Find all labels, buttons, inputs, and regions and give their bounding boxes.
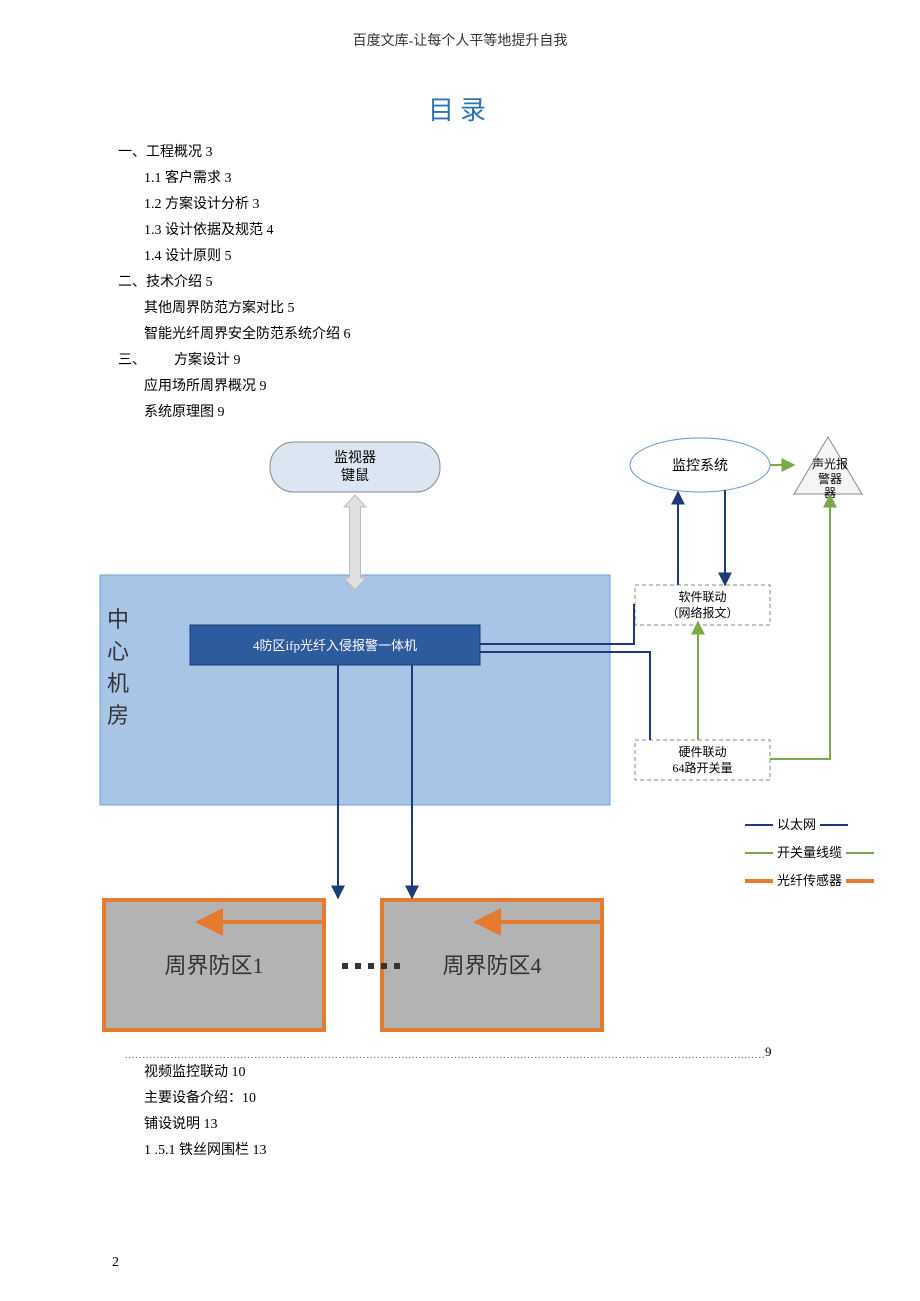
room-label: 心: [107, 639, 129, 664]
room-label: 房: [107, 703, 129, 728]
legend-label: 以太网: [777, 817, 816, 832]
toc-line: 1.2 方案设计分析 3: [144, 192, 351, 218]
toc-line: 1.4 设计原则 5: [144, 244, 351, 270]
toc-line: 三、 方案设计 9: [118, 348, 351, 374]
page-number: 2: [112, 1255, 119, 1271]
toc-line: 1.1 客户需求 3: [144, 166, 351, 192]
zone1-label: 周界防区1: [164, 953, 263, 978]
page-title: 目录: [0, 90, 920, 127]
alarm-l2: 警器: [818, 471, 842, 486]
toc-line: 智能光纤周界安全防范系统介绍 6: [144, 322, 351, 348]
edge: [770, 495, 830, 759]
alarm-l1: 声光报: [812, 456, 848, 471]
toc-line: 一、工程概况 3: [118, 140, 351, 166]
toc-line: 主要设备介绍：10: [144, 1086, 267, 1112]
legend-label: 光纤传感器: [777, 873, 842, 888]
toc-line: 铺设说明 13: [144, 1112, 267, 1138]
center-room: [100, 575, 610, 805]
ellipsis-dot: [342, 963, 348, 969]
room-label: 机: [107, 671, 129, 696]
zone4-label: 周界防区4: [442, 953, 541, 978]
ellipsis-dot: [355, 963, 361, 969]
toc-top: 一、工程概况 31.1 客户需求 31.2 方案设计分析 31.3 设计依据及规…: [118, 140, 351, 426]
system-diagram: 中心机房监视器键鼠监控系统声光报警器器4防区ifp光纤入侵报警一体机软件联动（网…: [80, 430, 880, 1040]
monitor-system-label: 监控系统: [672, 458, 728, 474]
toc-line: 1 .5.1 铁丝网围栏 13: [144, 1138, 267, 1164]
device-label: 4防区ifp光纤入侵报警一体机: [253, 638, 417, 653]
monitor-node: [270, 442, 440, 492]
hardlink-l2: 64路开关量: [672, 760, 732, 775]
ellipsis-dot: [368, 963, 374, 969]
ellipsis-dot: [394, 963, 400, 969]
legend-label: 开关量线缆: [777, 845, 842, 860]
toc-leader-page: 9: [765, 1044, 772, 1060]
toc-line: 视频监控联动 10: [144, 1060, 267, 1086]
toc-bottom: 视频监控联动 10主要设备介绍：10铺设说明 131 .5.1 铁丝网围栏 13: [118, 1060, 267, 1164]
monitor-l1: 监视器: [334, 450, 376, 466]
toc-line: 系统原理图 9: [144, 400, 351, 426]
page-header: 百度文库-让每个人平等地提升自我: [0, 30, 920, 50]
toc-line: 应用场所周界概况 9: [144, 374, 351, 400]
softlink-l2: （网络报文）: [666, 605, 738, 620]
toc-line: 其他周界防范方案对比 5: [144, 296, 351, 322]
hardlink-l1: 硬件联动: [678, 745, 726, 759]
toc-line: 1.3 设计依据及规范 4: [144, 218, 351, 244]
monitor-l2: 键鼠: [341, 468, 369, 484]
softlink-l1: 软件联动: [678, 590, 726, 604]
room-label: 中: [107, 607, 129, 632]
toc-line: 二、技术介绍 5: [118, 270, 351, 296]
ellipsis-dot: [381, 963, 387, 969]
